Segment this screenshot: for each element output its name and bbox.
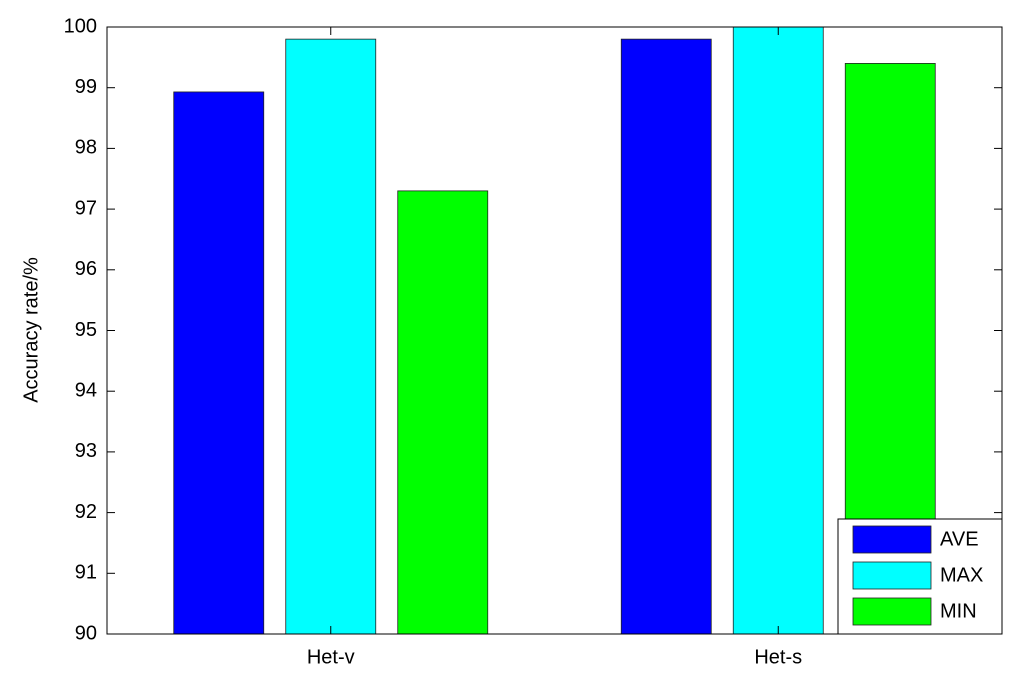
y-tick-label: 96 (75, 258, 97, 280)
legend-swatch (852, 525, 932, 554)
legend-label: MIN (940, 600, 977, 622)
x-tick-label: Het-v (307, 646, 355, 668)
bar (732, 26, 824, 635)
legend-swatch (852, 597, 932, 626)
y-tick-label: 97 (75, 197, 97, 219)
y-tick-label: 90 (75, 622, 97, 644)
y-tick-label: 94 (75, 379, 97, 401)
y-tick-label: 92 (75, 501, 97, 523)
y-tick-label: 91 (75, 562, 97, 584)
bar (173, 91, 265, 635)
legend-swatch (852, 561, 932, 590)
legend-label: MAX (940, 564, 983, 586)
legend-label: AVE (940, 528, 979, 550)
bar (397, 190, 489, 635)
y-tick-label: 98 (75, 137, 97, 159)
y-tick-label: 100 (64, 15, 97, 37)
plot-frame (106, 26, 1003, 635)
y-tick-label: 99 (75, 76, 97, 98)
y-axis-label: Accuracy rate/% (20, 257, 42, 403)
y-tick-label: 95 (75, 319, 97, 341)
bar (285, 38, 377, 635)
bar (620, 38, 712, 635)
y-tick-label: 93 (75, 440, 97, 462)
x-tick-label: Het-s (754, 646, 802, 668)
